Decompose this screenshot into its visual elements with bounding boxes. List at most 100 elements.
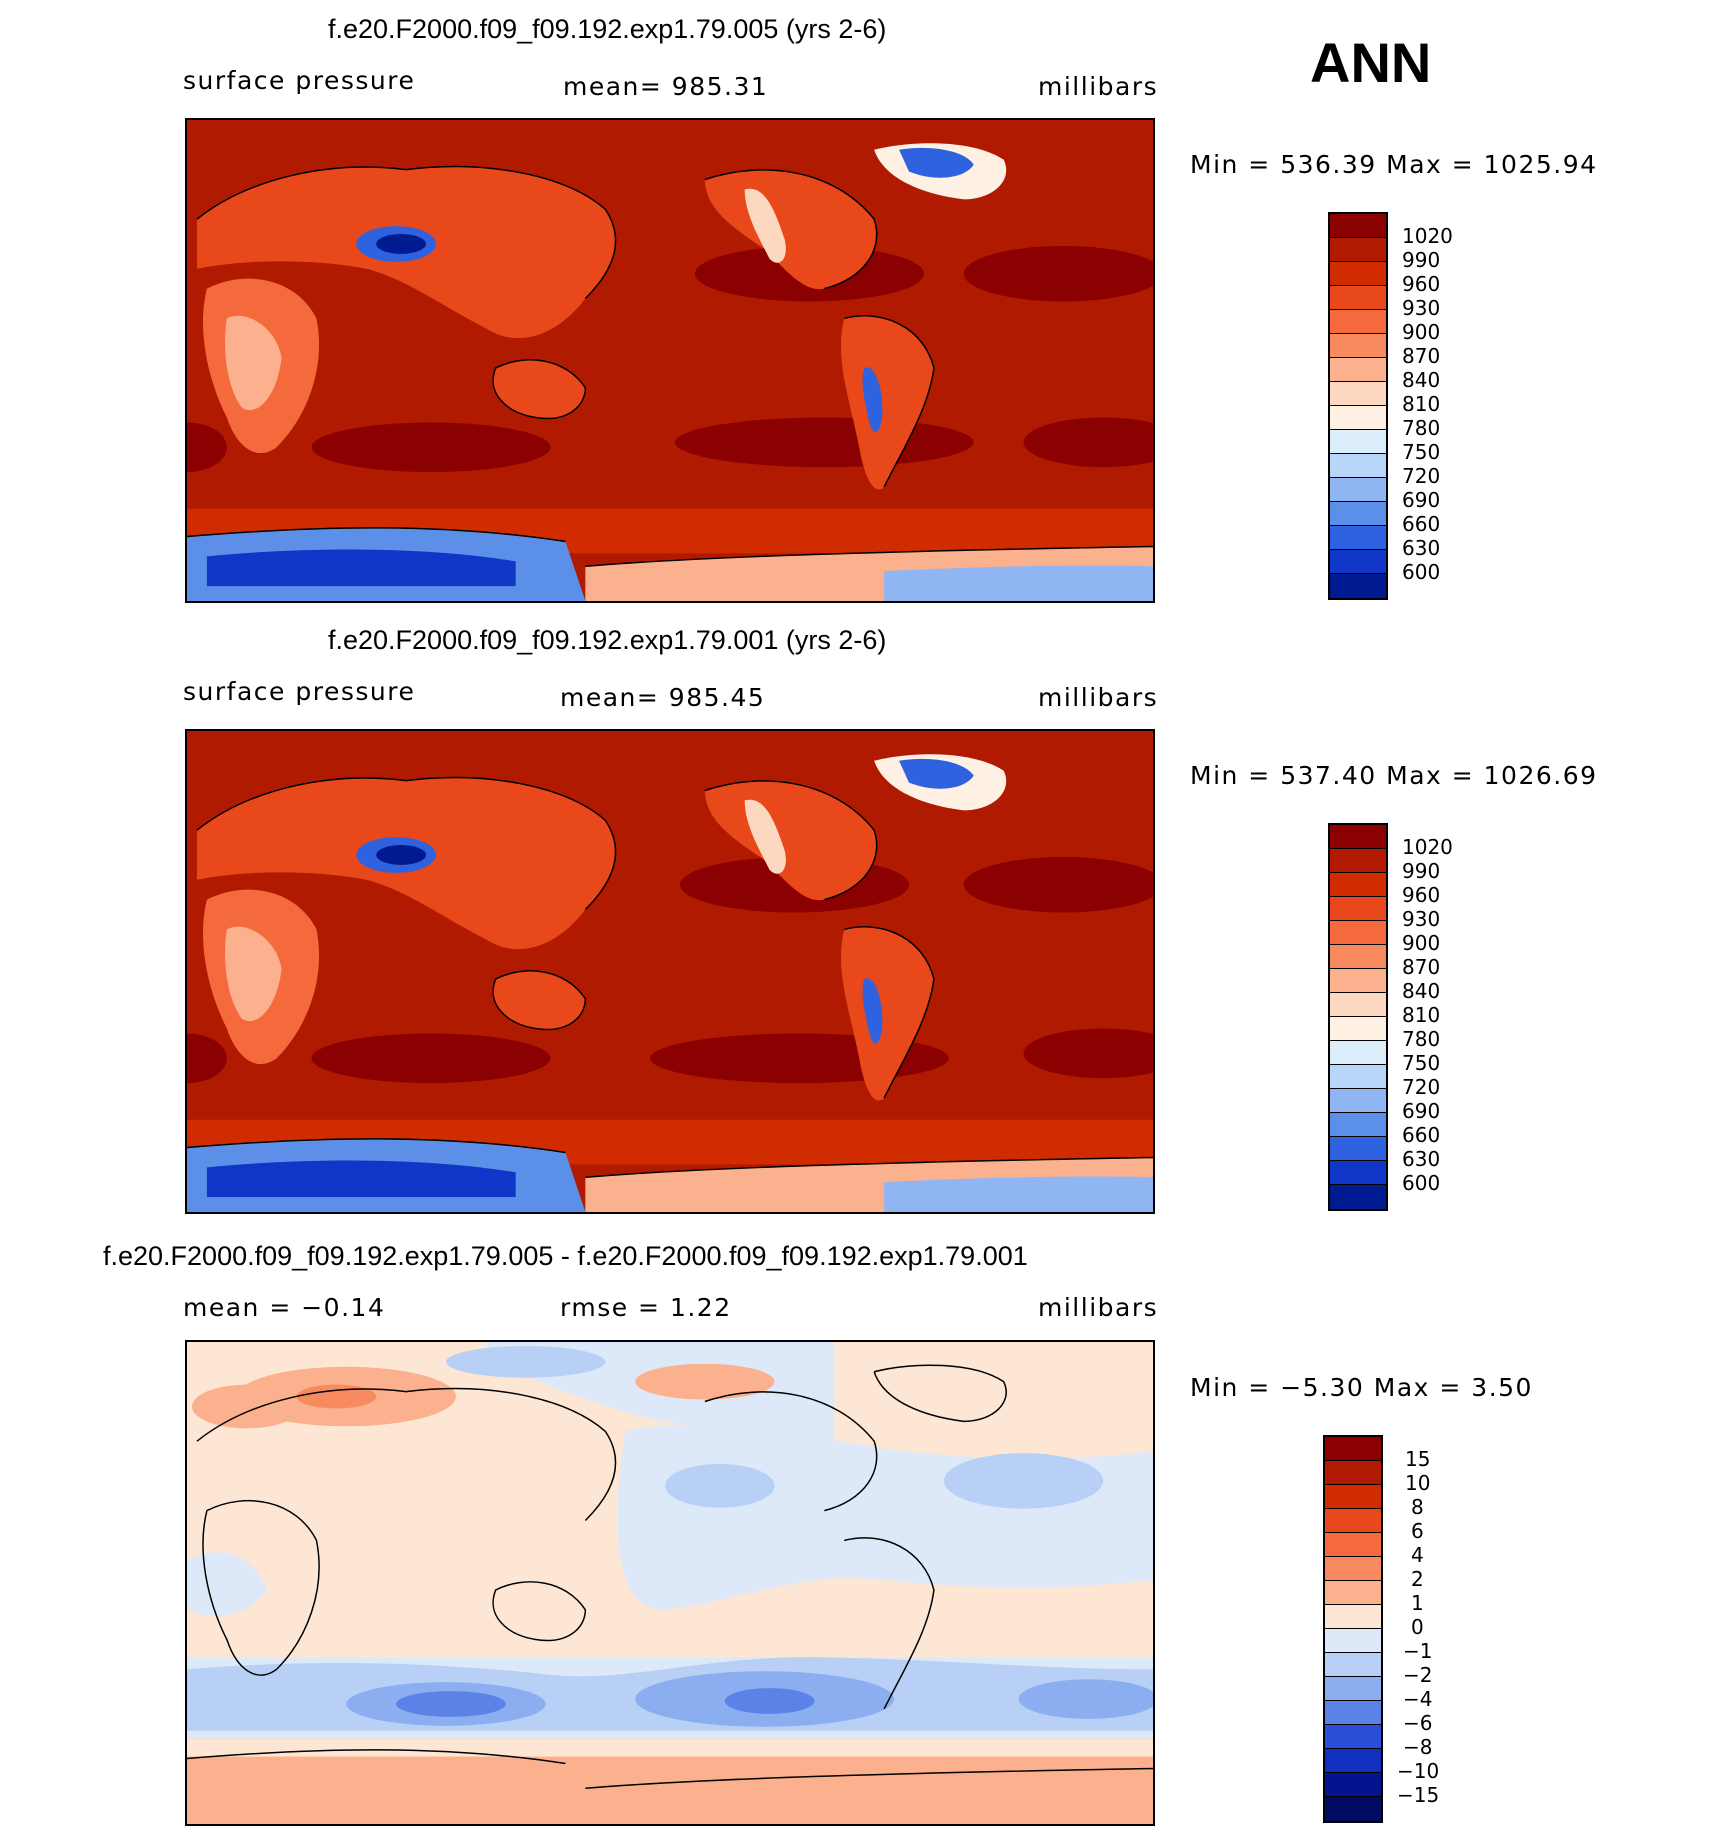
colorbar-swatch bbox=[1330, 502, 1386, 526]
colorbar-label: 900 bbox=[1402, 320, 1441, 344]
colorbar-swatch bbox=[1330, 310, 1386, 334]
colorbar-label: 660 bbox=[1402, 1123, 1441, 1147]
colorbar-swatch bbox=[1330, 825, 1386, 849]
panel2-title: f.e20.F2000.f09_f09.192.exp1.79.001 (yrs… bbox=[328, 625, 887, 655]
colorbar-swatch bbox=[1330, 430, 1386, 454]
colorbar-label: 720 bbox=[1402, 464, 1441, 488]
colorbar-label: 1020 bbox=[1402, 224, 1453, 248]
colorbar-swatch bbox=[1330, 406, 1386, 430]
colorbar-label: 870 bbox=[1402, 344, 1441, 368]
colorbar-swatch bbox=[1330, 262, 1386, 286]
colorbar-swatch bbox=[1330, 921, 1386, 945]
panel3-mean-label: mean = −0.14 bbox=[183, 1293, 386, 1322]
colorbar-label: 2 bbox=[1411, 1567, 1424, 1591]
colorbar-swatch bbox=[1330, 478, 1386, 502]
colorbar-label: 780 bbox=[1402, 1027, 1441, 1051]
colorbar-label: 810 bbox=[1402, 1003, 1441, 1027]
colorbar-label: 870 bbox=[1402, 955, 1441, 979]
colorbar-swatch bbox=[1330, 849, 1386, 873]
colorbar-swatch bbox=[1330, 993, 1386, 1017]
colorbar-label: −6 bbox=[1403, 1711, 1433, 1735]
colorbar-swatch bbox=[1325, 1605, 1381, 1629]
panel1-mean-label: mean= 985.31 bbox=[563, 72, 769, 101]
colorbar-swatch bbox=[1330, 214, 1386, 238]
colorbar-label: −8 bbox=[1403, 1735, 1433, 1759]
colorbar-swatch bbox=[1325, 1677, 1381, 1701]
panel2-mean-label: mean= 985.45 bbox=[560, 683, 766, 712]
colorbar-label: 15 bbox=[1405, 1447, 1431, 1471]
colorbar-label: 4 bbox=[1411, 1543, 1424, 1567]
colorbar-swatch bbox=[1330, 1113, 1386, 1137]
panel3-title: f.e20.F2000.f09_f09.192.exp1.79.005 - f.… bbox=[103, 1241, 1028, 1271]
colorbar-label: 990 bbox=[1402, 859, 1441, 883]
panel2-minmax: Min = 537.40 Max = 1026.69 bbox=[1190, 761, 1598, 790]
colorbar-swatch bbox=[1325, 1485, 1381, 1509]
colorbar-label: 600 bbox=[1402, 560, 1441, 584]
season-label: ANN bbox=[1310, 31, 1432, 94]
colorbar-swatch bbox=[1325, 1461, 1381, 1485]
colorbar-label: 840 bbox=[1402, 368, 1441, 392]
colorbar-label: −15 bbox=[1397, 1783, 1440, 1807]
panel1-title: f.e20.F2000.f09_f09.192.exp1.79.005 (yrs… bbox=[328, 14, 887, 44]
colorbar-label: 1 bbox=[1411, 1591, 1424, 1615]
colorbar-swatch bbox=[1330, 334, 1386, 358]
colorbar-swatch bbox=[1330, 897, 1386, 921]
panel3-units-label: millibars bbox=[1038, 1293, 1159, 1322]
panel1-map bbox=[185, 118, 1155, 603]
colorbar-swatch bbox=[1325, 1797, 1381, 1821]
colorbar-swatch bbox=[1325, 1653, 1381, 1677]
colorbar-swatch bbox=[1330, 526, 1386, 550]
colorbar-label: 630 bbox=[1402, 1147, 1441, 1171]
colorbar-swatch bbox=[1330, 1089, 1386, 1113]
colorbar-swatch bbox=[1330, 238, 1386, 262]
colorbar-swatch bbox=[1330, 454, 1386, 478]
colorbar-label: 810 bbox=[1402, 392, 1441, 416]
colorbar-label: 780 bbox=[1402, 416, 1441, 440]
panel1-units-label: millibars bbox=[1038, 72, 1159, 101]
panel1-colorbar bbox=[1328, 212, 1388, 600]
panel2-map bbox=[185, 729, 1155, 1214]
colorbar-label: 690 bbox=[1402, 488, 1441, 512]
panel1-minmax: Min = 536.39 Max = 1025.94 bbox=[1190, 150, 1598, 179]
colorbar-swatch bbox=[1325, 1749, 1381, 1773]
colorbar-label: 630 bbox=[1402, 536, 1441, 560]
colorbar-label: 900 bbox=[1402, 931, 1441, 955]
colorbar-label: −10 bbox=[1397, 1759, 1440, 1783]
colorbar-swatch bbox=[1330, 574, 1386, 598]
colorbar-swatch bbox=[1325, 1557, 1381, 1581]
colorbar-label: 720 bbox=[1402, 1075, 1441, 1099]
colorbar-label: 930 bbox=[1402, 907, 1441, 931]
colorbar-label: 660 bbox=[1402, 512, 1441, 536]
colorbar-swatch bbox=[1330, 1137, 1386, 1161]
colorbar-label: 750 bbox=[1402, 1051, 1441, 1075]
colorbar-swatch bbox=[1330, 358, 1386, 382]
colorbar-swatch bbox=[1325, 1437, 1381, 1461]
panel2-map-svg bbox=[187, 731, 1153, 1212]
colorbar-label: 8 bbox=[1411, 1495, 1424, 1519]
colorbar-swatch bbox=[1330, 550, 1386, 574]
panel3-minmax: Min = −5.30 Max = 3.50 bbox=[1190, 1373, 1533, 1402]
panel3-map-svg bbox=[187, 1342, 1153, 1824]
colorbar-label: 0 bbox=[1411, 1615, 1424, 1639]
colorbar-swatch bbox=[1330, 1161, 1386, 1185]
colorbar-swatch bbox=[1330, 382, 1386, 406]
colorbar-label: 10 bbox=[1405, 1471, 1431, 1495]
colorbar-swatch bbox=[1325, 1533, 1381, 1557]
panel3-map bbox=[185, 1340, 1155, 1826]
colorbar-swatch bbox=[1325, 1509, 1381, 1533]
colorbar-label: 930 bbox=[1402, 296, 1441, 320]
colorbar-label: 960 bbox=[1402, 272, 1441, 296]
colorbar-swatch bbox=[1325, 1581, 1381, 1605]
colorbar-label: 990 bbox=[1402, 248, 1441, 272]
colorbar-swatch bbox=[1325, 1629, 1381, 1653]
panel2-colorbar bbox=[1328, 823, 1388, 1211]
colorbar-swatch bbox=[1330, 969, 1386, 993]
colorbar-label: −2 bbox=[1403, 1663, 1433, 1687]
colorbar-swatch bbox=[1330, 1065, 1386, 1089]
panel1-map-svg bbox=[187, 120, 1153, 601]
colorbar-label: −1 bbox=[1403, 1639, 1433, 1663]
colorbar-swatch bbox=[1330, 873, 1386, 897]
colorbar-swatch bbox=[1325, 1773, 1381, 1797]
colorbar-swatch bbox=[1325, 1725, 1381, 1749]
panel3-colorbar bbox=[1323, 1435, 1383, 1823]
